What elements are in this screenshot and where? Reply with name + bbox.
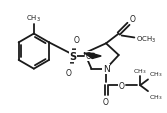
Polygon shape [85, 54, 94, 59]
Text: O: O [66, 68, 72, 77]
Text: O: O [86, 52, 92, 61]
Text: O: O [74, 36, 80, 45]
Text: O: O [119, 81, 125, 90]
Text: CH$_3$: CH$_3$ [26, 14, 41, 24]
Text: N: N [103, 65, 109, 74]
Text: S: S [69, 52, 76, 61]
Polygon shape [92, 54, 101, 59]
Text: CH$_3$: CH$_3$ [133, 66, 147, 75]
Text: O: O [129, 15, 135, 24]
Text: CH$_3$: CH$_3$ [149, 92, 162, 101]
Text: O: O [103, 97, 109, 106]
Text: OCH$_3$: OCH$_3$ [136, 34, 157, 44]
Text: CH$_3$: CH$_3$ [149, 70, 162, 79]
